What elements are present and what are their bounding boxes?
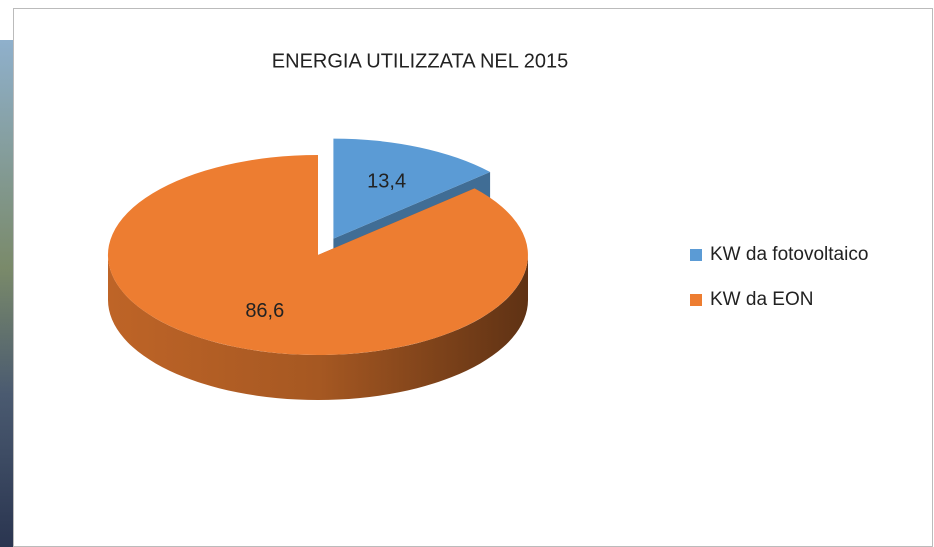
data-label: 86,6 — [245, 300, 284, 322]
legend-swatch — [690, 294, 702, 306]
legend-swatch — [690, 249, 702, 261]
chart: ENERGIA UTILIZZATA NEL 2015 13,4 86,6 KW d… — [0, 0, 934, 547]
page: {"chart_data": {"type": "pie", "title": … — [0, 0, 934, 547]
background-photo-strip — [0, 40, 14, 547]
legend-label: KW da EON — [710, 289, 813, 310]
data-label: 13,4 — [367, 170, 406, 192]
chart-title: ENERGIA UTILIZZATA NEL 2015 — [272, 50, 568, 72]
legend-label: KW da fotovoltaico — [710, 244, 868, 265]
